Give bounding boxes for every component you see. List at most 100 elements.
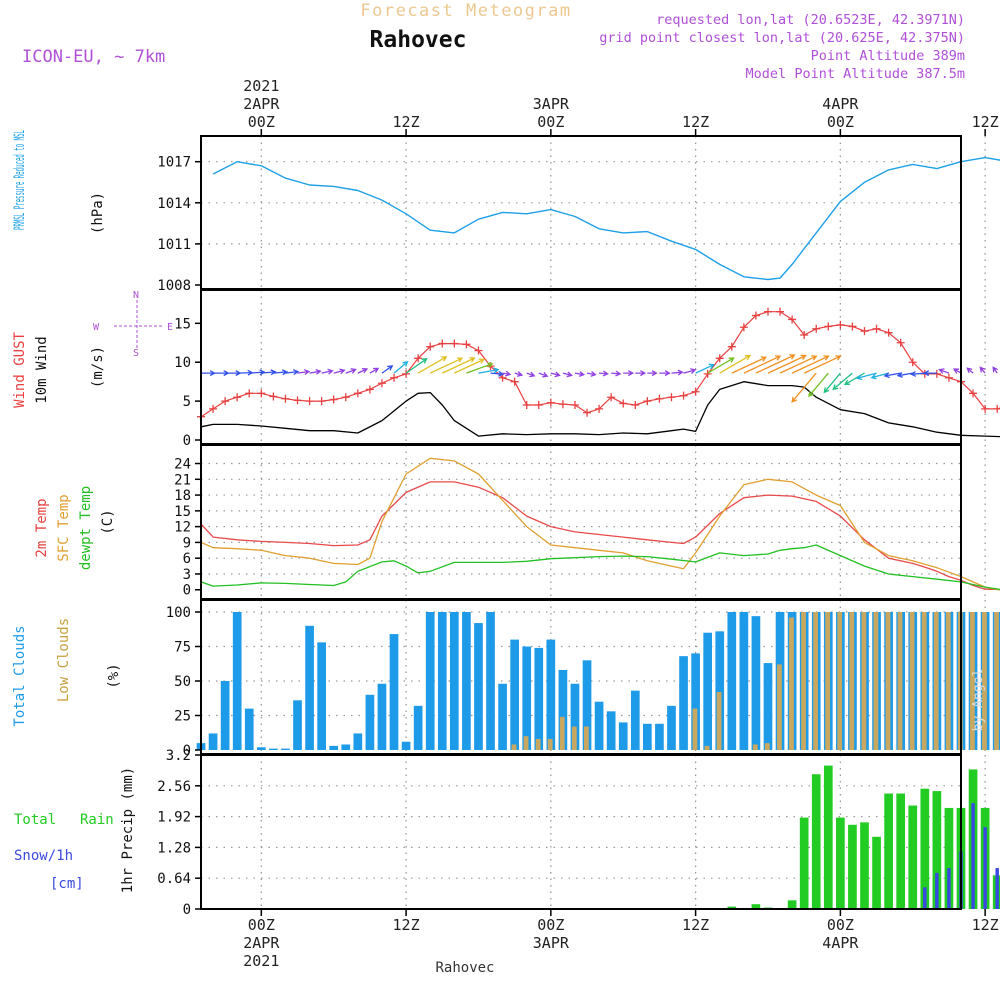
wind-arrow-24 [490, 370, 505, 377]
wind-arrow-38 [659, 370, 671, 377]
bottom-hour-label-3: 12Z [682, 916, 709, 934]
gust-point-26 [510, 377, 519, 386]
pressure-line [212, 156, 1000, 281]
gust-point-5 [257, 389, 266, 398]
total-cloud-bar-14 [365, 694, 375, 750]
gust-point-47 [763, 307, 772, 316]
ytick-label-1-1: 5 [183, 394, 191, 410]
wind-arrow-4 [249, 369, 266, 376]
gust-point-44 [727, 342, 736, 351]
total-cloud-bar-11 [329, 745, 339, 750]
total-cloud-bar-4 [244, 708, 254, 750]
total-cloud-bar-12 [341, 744, 351, 750]
wind-arrow-7 [285, 369, 300, 376]
wind-arrow-5 [261, 369, 277, 376]
wind-compass: N S W E [93, 290, 173, 359]
gust-point-59 [908, 358, 917, 367]
ytick-label-3-1: 25 [174, 709, 191, 725]
gust-point-65 [981, 404, 990, 413]
location-title: Rahovec [370, 27, 467, 53]
low-cloud-bar-43 [716, 692, 722, 750]
gust-point-39 [667, 393, 676, 402]
gust-point-17 [402, 369, 411, 378]
ytick-label-3-0: 0 [183, 743, 191, 759]
gust-point-21 [450, 339, 459, 348]
gust-point-14 [365, 385, 374, 394]
compass-e: E [167, 322, 173, 333]
gust-point-40 [679, 391, 688, 400]
gust-point-35 [619, 399, 628, 408]
wind-line [200, 381, 1000, 438]
total-cloud-bar-24 [486, 612, 495, 750]
gust-point-6 [269, 392, 278, 401]
ytick-label-1-3: 15 [174, 316, 191, 332]
total-cloud-bar-18 [413, 705, 423, 750]
wind-arrow-26 [514, 371, 524, 377]
wind-arrow-49 [791, 355, 830, 374]
gust-point-15 [377, 379, 386, 388]
gust-point-62 [944, 373, 953, 382]
sfc-temp-label: SFC Temp [56, 494, 72, 561]
low-cloud-bar-55 [861, 612, 867, 750]
rain-bar-51 [811, 774, 821, 909]
low-cloud-bar-28 [535, 738, 541, 750]
rain-bar-61 [932, 791, 942, 909]
grid-layer [201, 136, 986, 909]
ytick-label-4-2: 1.28 [157, 840, 191, 856]
wind-arrow-43 [719, 354, 752, 374]
watermark: by Angel [971, 669, 986, 732]
low-cloud-bar-53 [837, 612, 843, 750]
gust-point-51 [812, 324, 821, 333]
bottom-hour-label-5: 12Z [972, 916, 999, 934]
total-cloud-bar-3 [232, 612, 242, 750]
low-cloud-bar-32 [583, 726, 589, 750]
total-cloud-bar-6 [269, 748, 278, 750]
wind-arrow-33 [599, 370, 609, 377]
rain-bar-55 [860, 822, 869, 909]
requested-coords: requested lon,lat (20.6523E, 42.3971N) [656, 12, 965, 28]
gust-point-8 [293, 396, 302, 405]
total-cloud-bar-25 [498, 683, 507, 750]
total-cloud-bar-34 [606, 711, 616, 750]
gust-point-12 [341, 393, 350, 402]
total-cloud-bar-16 [389, 634, 399, 750]
gust-point-4 [245, 389, 254, 398]
snow-bar-65 [983, 827, 987, 909]
compass-s: S [133, 348, 139, 359]
wind-arrow-51 [791, 372, 817, 403]
gust-point-52 [824, 322, 833, 331]
snow-unit: [cm] [50, 876, 84, 892]
temp2m-line [200, 481, 1000, 591]
panel-frame-0 [200, 135, 962, 290]
total-cloud-bar-17 [401, 741, 411, 750]
gust-point-64 [969, 389, 978, 398]
gust-label: Wind GUST [12, 332, 28, 408]
top-day-label-2: 3APR [533, 95, 570, 113]
gust-point-43 [715, 354, 724, 363]
ytick-label-2-7: 21 [174, 472, 191, 488]
gust-point-27 [522, 401, 531, 409]
wind-arrow-31 [574, 371, 586, 377]
gust-point-66 [993, 404, 1000, 413]
point-altitude: Point Altitude 389m [811, 48, 965, 64]
total-cloud-bar-8 [293, 700, 302, 750]
total-cloud-bar-32 [582, 660, 592, 750]
gust-line [200, 311, 1000, 418]
wind-arrow-66 [992, 366, 998, 374]
rain-bar-46 [751, 904, 761, 909]
low-cloud-bar-46 [752, 744, 758, 750]
ytick-label-0-2: 1014 [157, 196, 191, 212]
gust-point-31 [570, 401, 579, 409]
rain-bar-50 [799, 817, 809, 909]
total-cloud-bar-20 [437, 612, 447, 750]
wind-arrow-23 [478, 367, 500, 374]
compass-n: N [133, 290, 139, 301]
total-cloud-bar-7 [281, 748, 290, 750]
wind-arrow-42 [707, 357, 735, 374]
wind-arrow-47 [767, 354, 807, 374]
ytick-label-2-0: 0 [183, 583, 191, 599]
wind-arrow-19 [429, 357, 464, 374]
low-cloud-bar-48 [777, 664, 782, 750]
ytick-label-2-6: 18 [174, 488, 191, 504]
footer-location: Rahovec [435, 960, 494, 976]
